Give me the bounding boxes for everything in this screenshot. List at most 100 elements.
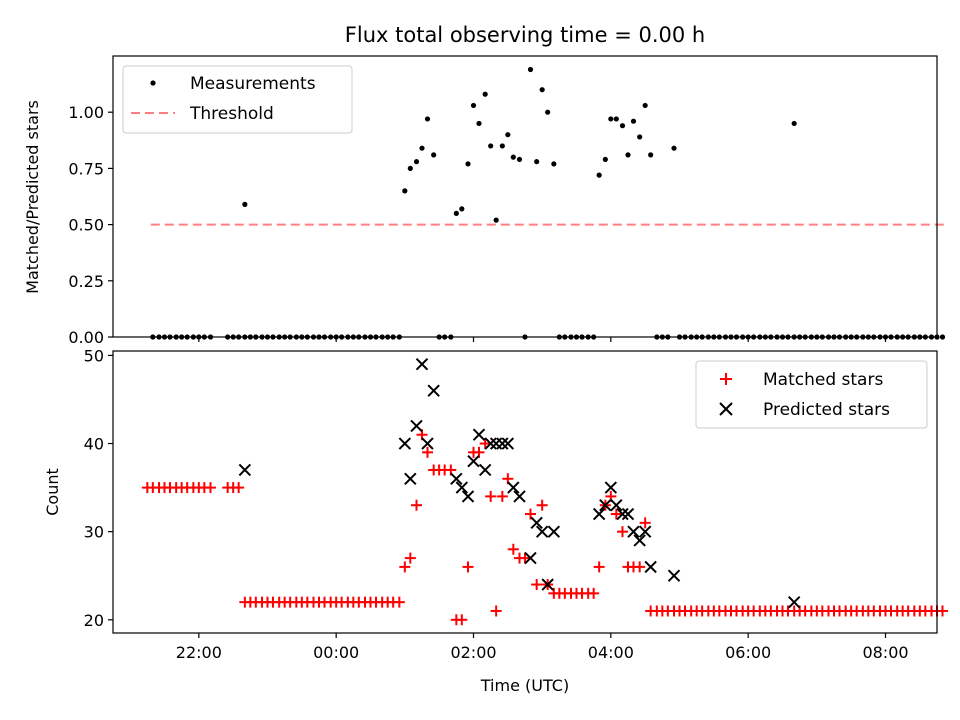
- bottom-xtick-label: 22:00: [176, 643, 222, 662]
- predicted-star-point: [398, 437, 412, 450]
- top-ytick-label: 0.50: [68, 216, 104, 235]
- predicted-star-point: [541, 578, 554, 591]
- matched-star-point: [479, 438, 491, 450]
- measurement-point: [516, 156, 523, 163]
- measurement-point: [939, 334, 946, 340]
- measurement-point: [630, 118, 637, 124]
- predicted-star-point: [604, 481, 618, 494]
- predicted-star-point: [427, 384, 440, 397]
- predicted-star-point: [484, 437, 497, 450]
- measurement-point: [459, 206, 465, 212]
- legend-measurements-label: Measurements: [190, 74, 316, 94]
- bottom-xtick-label: 08:00: [862, 643, 908, 662]
- measurement-point: [625, 152, 631, 158]
- measurement-point: [596, 172, 602, 178]
- predicted-star-point: [472, 428, 486, 441]
- bottom-ytick-label: 30: [84, 523, 104, 542]
- measurement-point: [648, 152, 654, 158]
- chart-title: Flux total observing time = 0.00 h: [345, 23, 705, 47]
- matched-star-point: [399, 561, 411, 573]
- measurement-point: [242, 201, 248, 207]
- predicted-star-point: [667, 569, 681, 582]
- predicted-star-point: [415, 358, 429, 371]
- legend-measurements-marker: [150, 80, 156, 86]
- bottom-x-ticks: 22:00 00:00 02:00 04:00 06:00 08:00: [176, 633, 909, 662]
- matched-star-point: [490, 605, 502, 617]
- matched-star-point: [519, 552, 531, 564]
- top-axes-frame: [112, 55, 938, 338]
- predicted-star-point: [513, 490, 526, 503]
- measurement-point: [488, 143, 494, 149]
- matched-star-point: [233, 482, 245, 494]
- bottom-axes-frame: [112, 350, 938, 634]
- predicted-star-point: [238, 463, 252, 477]
- matched-star-point: [531, 579, 543, 591]
- bottom-panel: Count Time (UTC) 20 30 40 50 22:00 00:00 02:0…: [43, 346, 948, 695]
- predicted-star-point: [616, 507, 629, 521]
- bottom-legend-box: [695, 360, 928, 429]
- predicted-star-point: [421, 437, 434, 450]
- measurement-point: [637, 134, 643, 140]
- matched-star-point: [588, 587, 600, 599]
- bottom-xtick-label: 02:00: [450, 643, 496, 662]
- matched-star-point: [593, 561, 605, 573]
- predicted-star-point: [633, 534, 646, 547]
- bottom-y-ticks: 20 30 40 50: [84, 346, 113, 630]
- matched-star-point: [205, 482, 217, 494]
- measurement-point: [671, 145, 677, 151]
- measurement-point: [431, 152, 437, 158]
- predicted-star-point: [787, 595, 801, 609]
- matched-star-point: [411, 499, 423, 511]
- predicted-star-point: [599, 499, 612, 512]
- measurement-point: [493, 217, 499, 223]
- measurement-point: [539, 87, 545, 93]
- measurement-point: [602, 156, 608, 163]
- bottom-x-axis-label: Time (UTC): [480, 676, 569, 695]
- measurement-point: [642, 102, 648, 109]
- top-ytick-label: 0.75: [68, 159, 104, 178]
- legend-matched-marker: [720, 373, 732, 385]
- measurement-point: [419, 145, 425, 151]
- matched-star-point: [610, 508, 622, 520]
- top-panel: Flux total observing time = 0.00 h Match…: [23, 23, 946, 347]
- bottom-ytick-label: 40: [84, 435, 104, 454]
- measurement-point: [608, 116, 614, 122]
- predicted-star-point: [610, 499, 623, 512]
- measurement-point: [534, 159, 540, 165]
- predicted-star-point: [621, 507, 635, 521]
- predicted-star-point: [455, 481, 469, 494]
- measurement-point: [505, 132, 511, 138]
- matched-star-point: [536, 499, 548, 511]
- measurement-point: [499, 143, 505, 149]
- matched-star-point: [456, 614, 468, 626]
- matched-star-point: [485, 490, 497, 502]
- predicted-star-point: [450, 472, 463, 485]
- measurement-point: [465, 161, 471, 167]
- measurement-point: [476, 120, 482, 127]
- bottom-ytick-label: 20: [84, 611, 104, 630]
- measurement-point: [545, 109, 551, 115]
- predicted-star-point: [535, 525, 549, 538]
- top-legend: Measurements Threshold: [122, 65, 353, 134]
- predicted-star-point: [478, 463, 492, 477]
- measurement-point: [453, 210, 459, 216]
- bottom-y-axis-label: Count: [43, 468, 62, 516]
- measurement-point: [482, 91, 488, 97]
- predicted-star-point: [507, 481, 520, 494]
- top-ytick-label: 1.00: [68, 103, 104, 122]
- predicted-star-point: [410, 419, 423, 433]
- matched-star-point: [524, 508, 536, 520]
- legend-threshold-label: Threshold: [189, 104, 274, 124]
- legend-predicted-label: Predicted stars: [763, 400, 890, 420]
- matched-star-point: [421, 446, 433, 458]
- bottom-xtick-label: 06:00: [725, 643, 771, 662]
- matched-star-point: [639, 517, 651, 529]
- predicted-star-point: [592, 507, 606, 521]
- legend-predicted-marker: [719, 402, 733, 416]
- matched-stars-points: [141, 429, 948, 626]
- measurement-point: [551, 161, 557, 167]
- predicted-star-point: [627, 525, 640, 538]
- predicted-star-point: [638, 525, 652, 538]
- predicted-star-point: [467, 454, 480, 468]
- bottom-ytick-label: 50: [84, 346, 104, 365]
